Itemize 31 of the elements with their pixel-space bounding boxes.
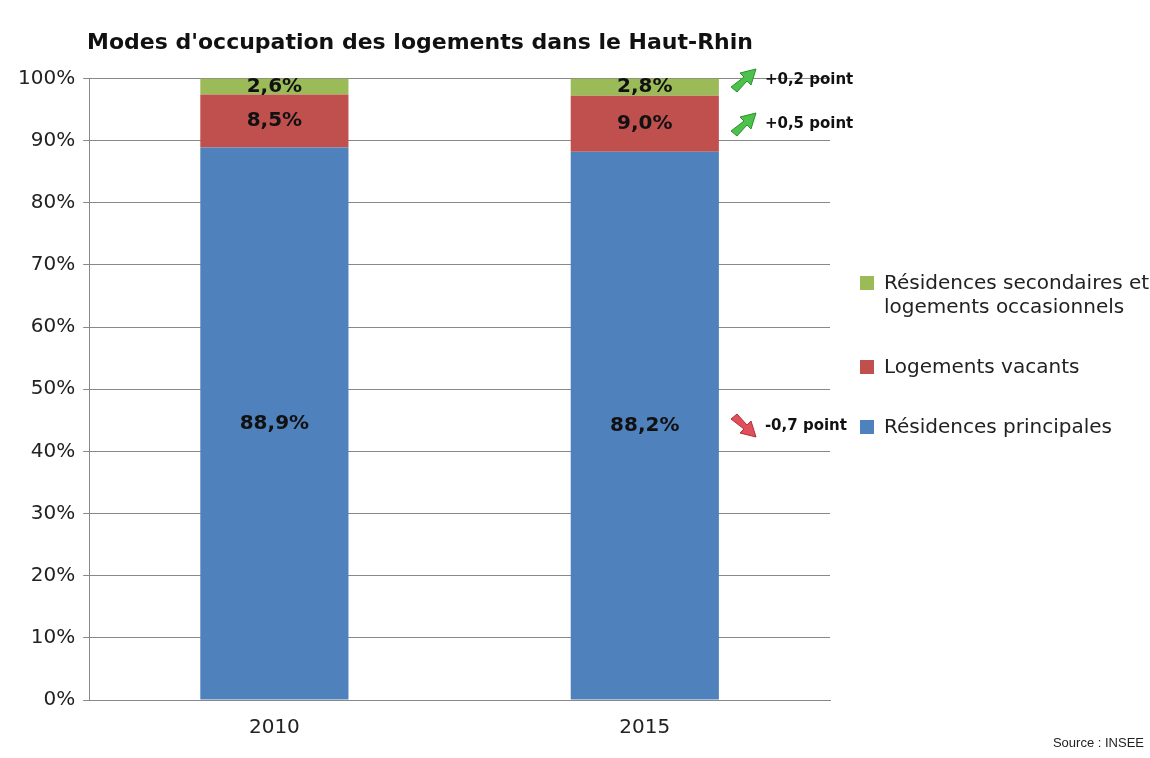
y-tick-label: 80%	[30, 188, 76, 213]
y-tick-label: 90%	[30, 126, 76, 151]
data-label: 8,5%	[246, 107, 303, 132]
bar	[570, 95, 719, 152]
source-note: Source : INSEE	[1052, 735, 1144, 750]
data-label: 2,6%	[246, 72, 303, 97]
annotation: +0,5 point	[764, 113, 854, 132]
legend-label: Logements vacants	[884, 354, 1080, 378]
y-tick-label: 70%	[30, 251, 76, 276]
data-label: 2,8%	[617, 73, 673, 98]
y-tick-label: 40%	[30, 437, 76, 462]
y-tick-label: 30%	[30, 499, 76, 524]
data-label: 9,0%	[617, 109, 673, 134]
bar	[200, 147, 349, 700]
data-label: 88,2%	[610, 411, 680, 436]
x-tick-label: 2015	[619, 714, 671, 739]
annotation: -0,7 point	[764, 415, 847, 434]
y-tick-label: 60%	[30, 313, 76, 338]
y-tick-label: 0%	[43, 686, 76, 711]
bar	[570, 151, 719, 700]
y-tick-label: 10%	[30, 624, 76, 649]
annotation: +0,2 point	[764, 70, 854, 89]
data-label: 88,9%	[239, 409, 310, 434]
legend-label: Résidences secondaires et logements occasionnels	[884, 270, 1150, 318]
y-tick-label: 50%	[30, 375, 76, 400]
chart-title: Modes d'occupation des logements dans le Haut-Rhin	[87, 28, 753, 54]
legend-label: Résidences principales	[884, 414, 1112, 438]
y-tick-label: 100%	[17, 64, 76, 89]
bar	[200, 94, 349, 148]
y-tick-label: 20%	[30, 561, 76, 586]
x-tick-label: 2010	[248, 714, 300, 739]
